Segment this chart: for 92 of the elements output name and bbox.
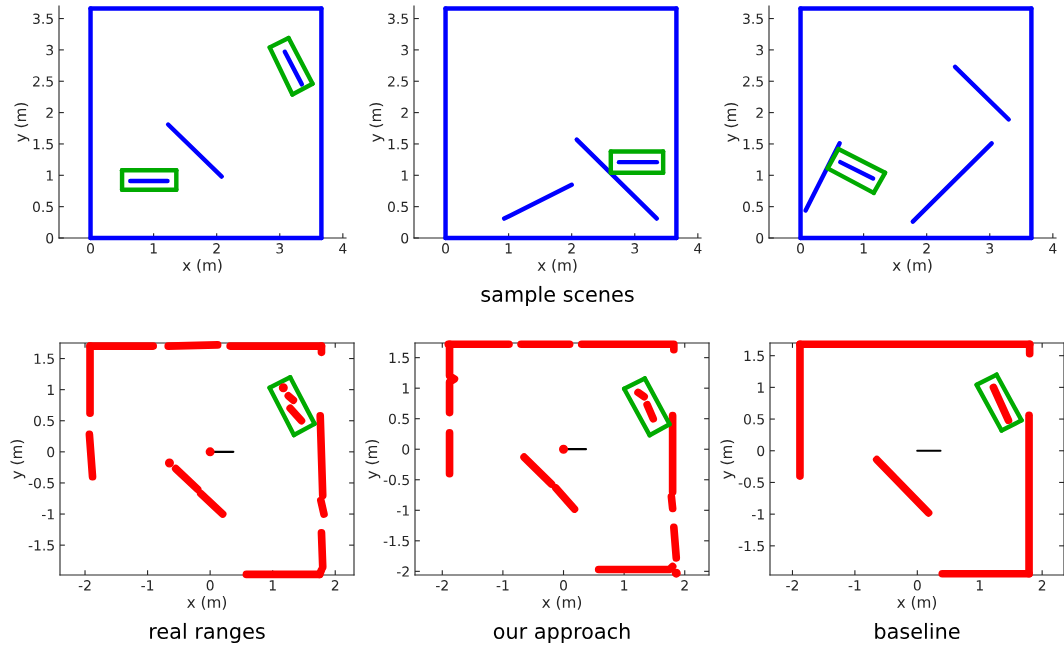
y-tick-label: 0 — [402, 444, 410, 455]
y-tick-label: 0.5 — [742, 201, 763, 213]
y-tick-label: 1 — [756, 170, 763, 181]
y-tick-label: 1.5 — [34, 353, 54, 365]
y-tick-label: 0 — [757, 445, 765, 457]
x-axis-title: x (m) — [892, 259, 932, 273]
y-tick-label: 1 — [402, 383, 409, 394]
x-tick-label: 1 — [150, 243, 157, 254]
y-tick-label: 1.5 — [743, 139, 763, 150]
x-tick-label: -2 — [436, 580, 448, 591]
y-tick-label: 0.5 — [33, 415, 54, 427]
y-tick-label: -1.5 — [738, 540, 764, 552]
y-axis-title: y (m) — [720, 439, 736, 479]
y-tick-label: 0.5 — [388, 413, 409, 425]
text: real ranges — [150, 622, 265, 644]
x-tick-label: 2 — [1038, 580, 1046, 591]
x-tick-label: 1 — [860, 243, 867, 254]
y-axis-title: y (m) — [10, 439, 26, 479]
x-axis-title: x (m) — [182, 259, 222, 273]
y-tick-label: 3.5 — [743, 13, 763, 25]
y-tick-label: -0.5 — [738, 477, 764, 488]
x-tick-label: -2 — [786, 580, 798, 591]
x-tick-label: 4 — [1049, 243, 1057, 254]
x-tick-label: -1 — [141, 580, 154, 591]
y-tick-label: 0 — [401, 232, 409, 244]
x-axis-title: x (m) — [537, 259, 577, 273]
x-tick-label: 2 — [923, 243, 930, 254]
y-tick-label: 1.5 — [744, 350, 764, 362]
y-tick-label: 3 — [401, 44, 409, 56]
x-tick-label: 3 — [276, 243, 284, 254]
y-tick-label: 1 — [757, 382, 764, 393]
x-tick-label: 0 — [442, 243, 450, 254]
y-tick-label: 0.5 — [743, 414, 764, 425]
y-tick-label: 2.5 — [33, 76, 53, 87]
y-tick-label: 2.5 — [743, 76, 763, 87]
y-tick-label: 1 — [47, 384, 54, 395]
y-tick-label: 1.5 — [33, 139, 53, 150]
x-tick-label: 1 — [269, 580, 276, 591]
x-tick-label: 3 — [986, 243, 994, 254]
x-axis-title: x (m) — [187, 596, 227, 610]
y-tick-label: 0 — [756, 232, 764, 244]
x-tick-label: 0 — [206, 580, 214, 591]
text: sample scenes — [481, 285, 634, 307]
x-tick-label: 3 — [631, 243, 639, 254]
y-tick-label: -1.5 — [28, 540, 54, 551]
y-tick-label: 2 — [756, 107, 763, 118]
text: our approach — [493, 622, 630, 644]
x-tick-label: -1 — [848, 580, 861, 591]
x-tick-label: 2 — [568, 243, 575, 254]
y-axis-title: y (m) — [724, 102, 740, 142]
x-tick-label: 2 — [331, 580, 339, 591]
y-tick-label: 3 — [756, 44, 764, 56]
y-axis-title: y (m) — [369, 102, 385, 142]
y-tick-label: 3 — [46, 44, 54, 56]
x-axis-title: x (m) — [542, 596, 582, 610]
y-tick-label: -1 — [396, 505, 409, 516]
y-tick-label: 3.5 — [33, 13, 53, 25]
x-tick-label: 0 — [913, 580, 921, 591]
y-tick-label: 0 — [47, 446, 55, 458]
y-tick-label: -0.5 — [28, 477, 54, 489]
x-axis-title: x (m) — [897, 596, 937, 610]
y-tick-label: 0.5 — [387, 201, 408, 213]
x-tick-label: 0 — [797, 243, 805, 254]
y-tick-label: -1 — [41, 509, 54, 520]
x-tick-label: 1 — [505, 243, 512, 254]
y-tick-label: -1 — [751, 509, 764, 520]
y-axis-title: y (m) — [14, 102, 30, 142]
y-tick-label: -2 — [396, 566, 409, 577]
y-tick-label: 2.5 — [388, 76, 408, 87]
y-tick-label: 1 — [401, 170, 408, 181]
y-tick-label: 2 — [401, 107, 408, 118]
y-tick-label: -1.5 — [383, 535, 409, 547]
y-tick-label: 0.5 — [32, 201, 53, 213]
y-tick-label: 2 — [46, 107, 53, 118]
x-tick-label: 1 — [621, 580, 628, 591]
y-tick-label: 3.5 — [388, 13, 408, 25]
x-tick-label: 1 — [976, 580, 983, 591]
x-tick-label: -1 — [496, 580, 509, 591]
y-tick-label: -0.5 — [383, 474, 409, 486]
y-tick-label: 1.5 — [388, 139, 408, 150]
y-axis-title: y (m) — [365, 439, 381, 479]
x-tick-label: 0 — [87, 243, 95, 254]
y-tick-label: 1 — [46, 170, 53, 181]
x-tick-label: 4 — [339, 243, 347, 254]
text: baseline — [875, 622, 960, 640]
y-tick-label: 0 — [46, 232, 54, 244]
x-tick-label: -2 — [78, 580, 91, 591]
x-tick-label: 0 — [560, 580, 568, 591]
y-tick-label: 1.5 — [389, 352, 409, 364]
x-tick-label: 2 — [213, 243, 220, 254]
x-tick-label: 4 — [694, 243, 702, 254]
x-tick-label: 2 — [681, 580, 688, 591]
